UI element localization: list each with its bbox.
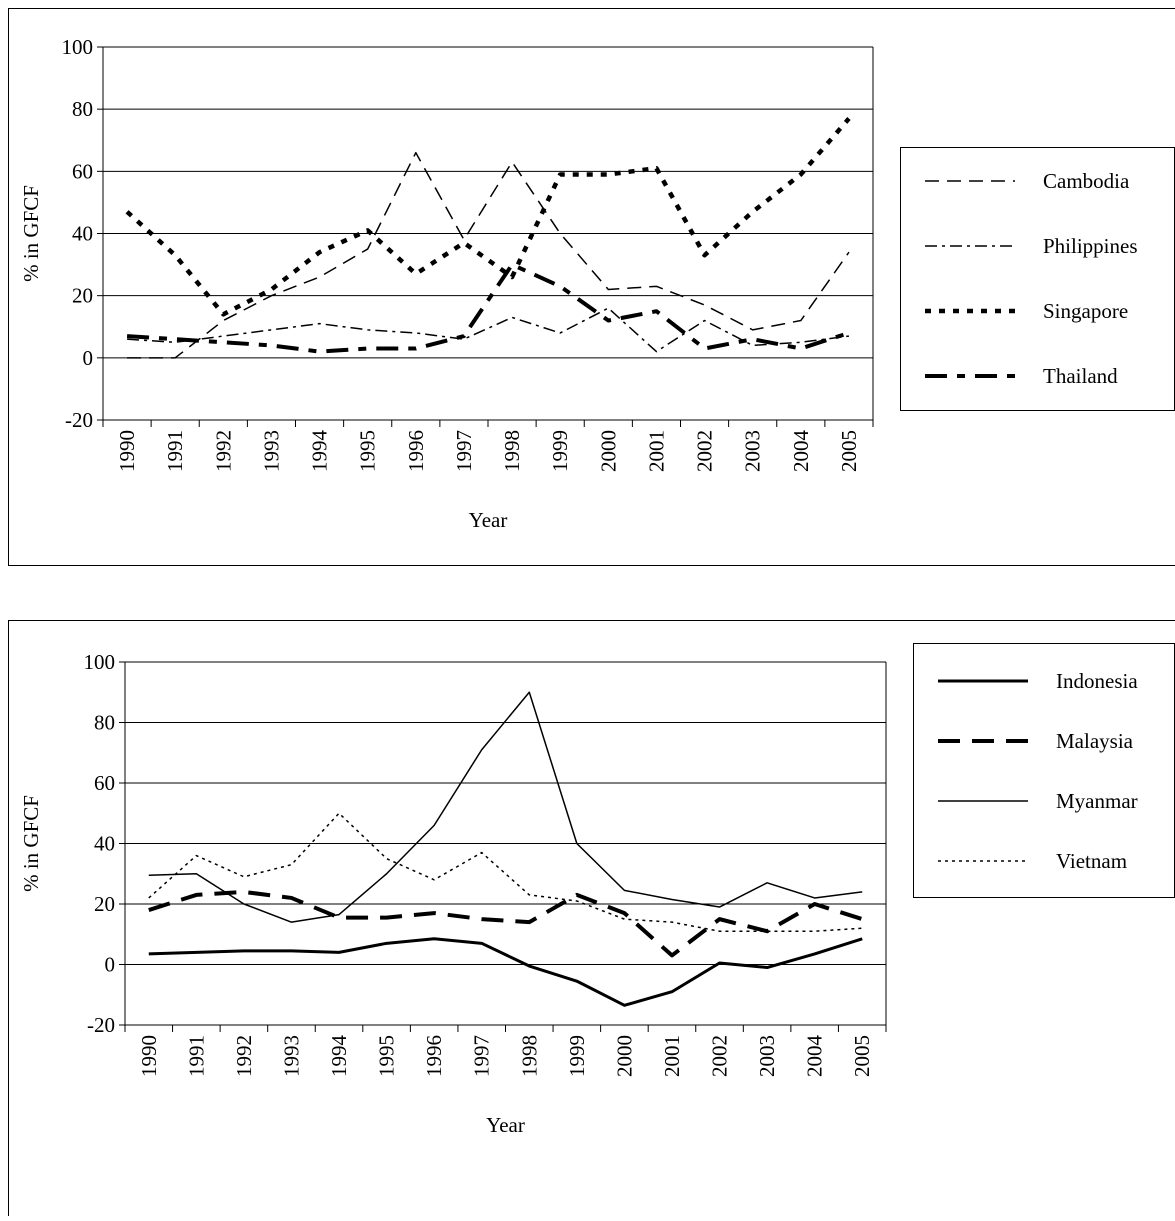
y-tick-label: -20 [65,408,93,432]
x-tick-label: 2001 [660,1035,684,1077]
y-axis-title: % in GFCF [19,185,43,282]
legend-label: Myanmar [1056,789,1138,813]
y-tick-label: 20 [72,284,93,308]
x-tick-label: 1991 [163,430,187,472]
legend-label: Philippines [1043,234,1138,258]
series-line [149,939,862,1006]
legend-box [901,148,1175,411]
x-tick-label: 1996 [422,1035,446,1077]
x-tick-label: 1990 [115,430,139,472]
x-tick-label: 2004 [803,1035,827,1078]
y-tick-label: 60 [94,771,115,795]
y-tick-label: 60 [72,159,93,183]
x-tick-label: 1994 [327,1035,351,1078]
legend-label: Vietnam [1056,849,1127,873]
x-tick-label: 1991 [184,1035,208,1077]
x-tick-label: 1992 [211,430,235,472]
x-tick-label: 1995 [375,1035,399,1077]
x-tick-label: 1996 [404,430,428,472]
series-line [127,153,849,358]
y-tick-label: 100 [62,35,94,59]
x-tick-label: 1999 [565,1035,589,1077]
x-axis-title: Year [469,508,508,532]
y-tick-label: 20 [94,892,115,916]
x-tick-label: 2005 [850,1035,874,1077]
y-tick-label: 0 [83,346,94,370]
legend-label: Singapore [1043,299,1128,323]
x-tick-label: 2003 [755,1035,779,1077]
x-tick-label: 2000 [612,1035,636,1077]
y-tick-label: 100 [84,650,116,674]
y-tick-label: 40 [94,832,115,856]
x-tick-label: 2002 [708,1035,732,1077]
legend-label: Indonesia [1056,669,1138,693]
x-tick-label: 1997 [470,1035,494,1077]
y-tick-label: 80 [72,97,93,121]
y-tick-label: 40 [72,222,93,246]
x-tick-label: 1990 [137,1035,161,1077]
x-tick-label: 1994 [308,430,332,473]
x-tick-label: 1995 [356,430,380,472]
x-tick-label: 1992 [232,1035,256,1077]
x-tick-label: 1993 [259,430,283,472]
x-tick-label: 2004 [789,430,813,473]
series-line [149,892,862,956]
x-tick-label: 2000 [596,430,620,472]
x-tick-label: 2001 [644,430,668,472]
legend-label: Cambodia [1043,169,1130,193]
y-tick-label: 80 [94,711,115,735]
x-tick-label: 2002 [693,430,717,472]
legend-label: Thailand [1043,364,1118,388]
x-axis-title: Year [486,1113,525,1137]
x-tick-label: 1998 [517,1035,541,1077]
x-tick-label: 1993 [279,1035,303,1077]
x-tick-label: 2003 [741,430,765,472]
legend-label: Malaysia [1056,729,1134,753]
x-tick-label: 2005 [837,430,861,472]
y-tick-label: 0 [105,953,116,977]
y-axis-title: % in GFCF [19,795,43,892]
series-line [127,118,849,314]
x-tick-label: 1999 [548,430,572,472]
x-tick-label: 1997 [452,430,476,472]
x-tick-label: 1998 [500,430,524,472]
y-tick-label: -20 [87,1013,115,1037]
series-line [149,813,862,931]
series-line [149,692,862,922]
